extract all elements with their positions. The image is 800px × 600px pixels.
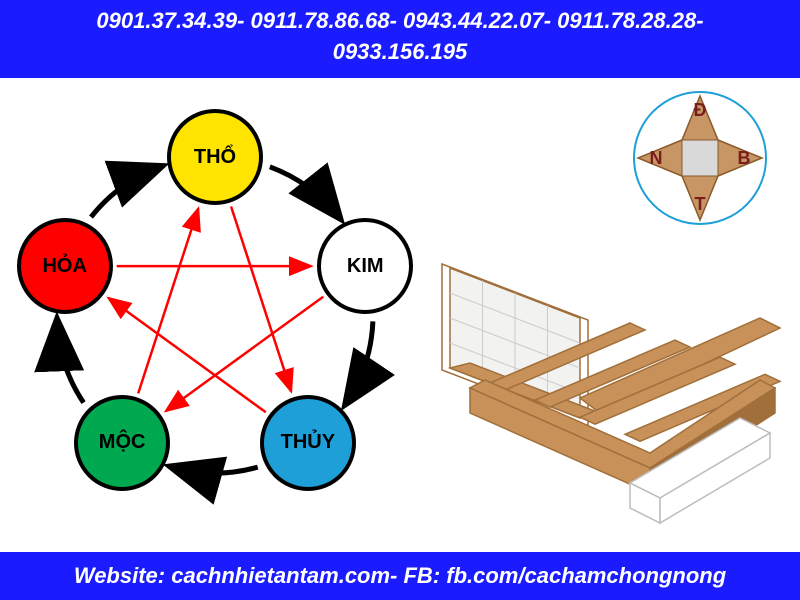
outer-arrow (270, 167, 339, 217)
five-elements-diagram: THỔ KIM THỦY MỘC HỎA (0, 78, 430, 552)
compass-svg: Đ B T N (630, 88, 770, 228)
outer-arrow (172, 467, 257, 473)
outer-arrow (91, 167, 160, 217)
inner-arrow (166, 297, 323, 411)
header-line-1: 0901.37.34.39- 0911.78.86.68- 0943.44.22… (96, 8, 703, 33)
inner-arrow (231, 206, 291, 391)
header-line-2: 0933.156.195 (333, 39, 468, 64)
inner-arrow (138, 208, 198, 393)
footer-banner: Website: cachnhietantam.com- FB: fb.com/… (0, 552, 800, 600)
compass-rose: Đ B T N (630, 88, 770, 228)
compass-label-left: N (650, 148, 663, 168)
outer-arrow (346, 321, 372, 402)
footer-text: Website: cachnhietantam.com- FB: fb.com/… (74, 563, 726, 588)
outer-arrow (57, 321, 83, 402)
element-node-thổ: THỔ (167, 109, 263, 205)
element-node-thủy: THỦY (260, 395, 356, 491)
element-node-mộc: MỘC (74, 395, 170, 491)
element-node-kim: KIM (317, 218, 413, 314)
compass-label-right: B (738, 148, 751, 168)
compass-label-bottom: T (695, 194, 706, 214)
bed-svg (430, 248, 790, 548)
compass-center (682, 140, 718, 176)
element-node-hỏa: HỎA (17, 218, 113, 314)
compass-label-top: Đ (694, 100, 707, 120)
destructive-cycle-arrows (108, 206, 323, 412)
header-banner: 0901.37.34.39- 0911.78.86.68- 0943.44.22… (0, 0, 800, 78)
bed-illustration (430, 248, 790, 548)
main-canvas: THỔ KIM THỦY MỘC HỎA Đ B T N (0, 78, 800, 552)
